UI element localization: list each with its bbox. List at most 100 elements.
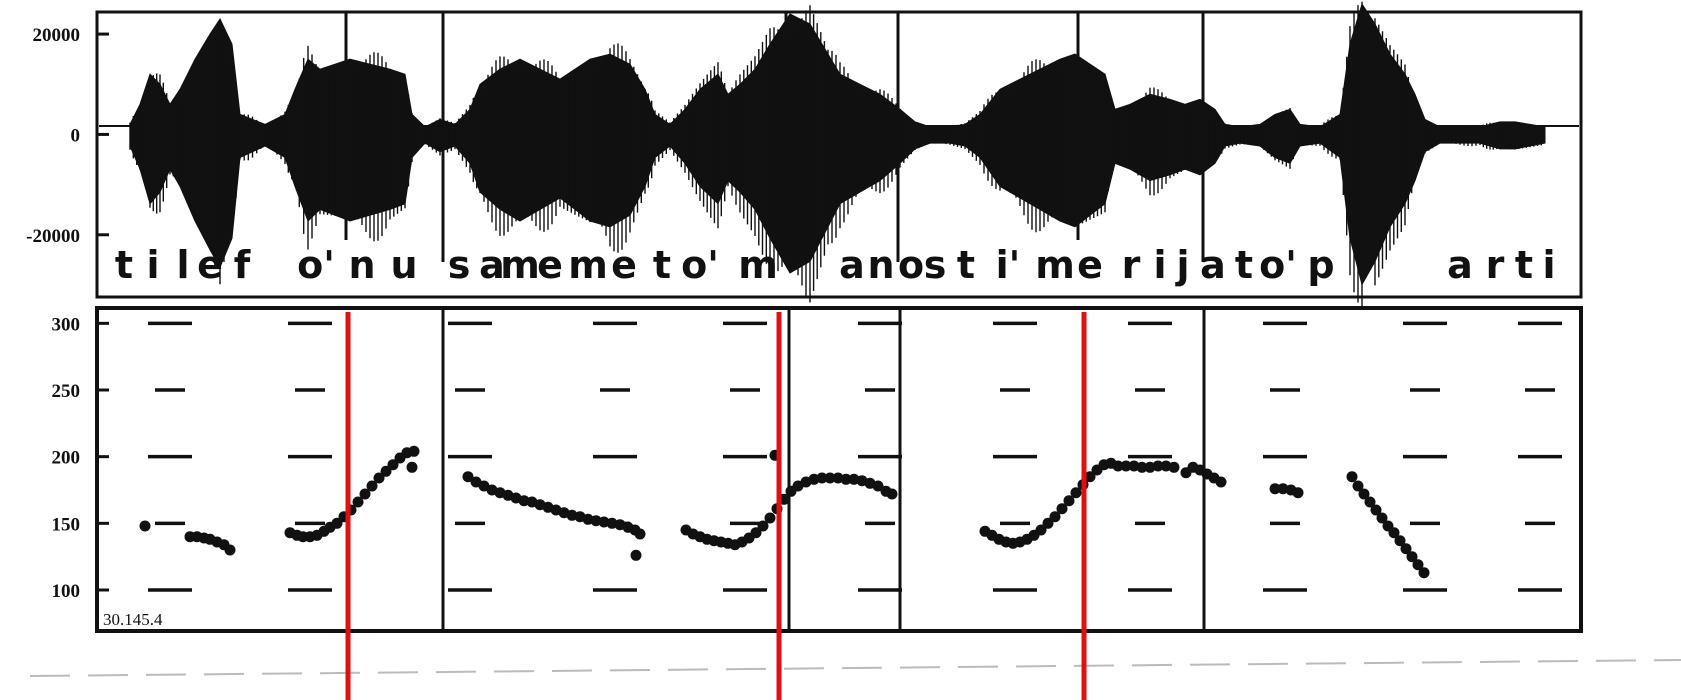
pitch-point (1388, 527, 1400, 539)
segment-label: s (924, 243, 947, 287)
segment-label: a (839, 243, 865, 287)
pitch-point (1358, 488, 1370, 500)
waveform-y-ticks: 20000 0 -20000 (26, 25, 109, 247)
pitch-point (1063, 495, 1075, 507)
pitch-point (373, 472, 385, 484)
pitch-point (380, 465, 392, 477)
segment-label: n (867, 243, 894, 287)
pitch-point (872, 480, 884, 492)
segment-label: e (611, 243, 637, 287)
segment-label: o (898, 243, 924, 287)
waveform-hatching (129, 1, 1543, 307)
pitch-y-ticks: 300 250 200 150 100 (52, 314, 109, 602)
segment-label: i (1542, 243, 1555, 287)
pitch-point (1152, 460, 1164, 472)
pitch-point (1364, 496, 1376, 508)
pitch-point (1418, 567, 1430, 579)
segment-label: a (1447, 243, 1473, 287)
segment-label: t (1515, 243, 1533, 287)
y-tick-label: 150 (52, 514, 81, 535)
pitch-point (406, 461, 418, 473)
pitch-point (1120, 460, 1132, 472)
pitch-point (1370, 504, 1382, 516)
y-tick-label: 200 (52, 448, 81, 469)
segment-label: s (448, 243, 471, 287)
segment-label: m (568, 243, 608, 287)
pitch-point (757, 520, 769, 532)
pitch-point (1168, 461, 1180, 473)
pitch-point (1376, 512, 1388, 524)
segment-label: o' (1259, 243, 1297, 287)
segment-label: t (653, 243, 671, 287)
pitch-point (1292, 487, 1304, 499)
pitch-point (886, 488, 898, 500)
segment-label: u (390, 243, 417, 287)
pitch-point (1352, 480, 1364, 492)
segment-boundaries-top (344, 12, 1205, 262)
y-tick-label: -20000 (26, 226, 80, 247)
y-tick-label: 20000 (33, 25, 81, 46)
waveform-envelope (129, 2, 1546, 286)
pitch-point (1112, 460, 1124, 472)
pitch-panel: 300 250 200 150 100 30.145.4 (52, 306, 1583, 633)
pitch-point (630, 549, 642, 561)
pitch-point (1412, 559, 1424, 571)
pitch-point (331, 517, 343, 529)
pitch-point (1070, 487, 1082, 499)
pitch-point (1269, 483, 1281, 495)
segment-label: m (500, 243, 540, 287)
segment-label: e (1077, 243, 1103, 287)
pitch-point (840, 473, 852, 485)
segment-label: r (1486, 243, 1505, 287)
pitch-point (824, 472, 836, 484)
segment-label: e (537, 243, 563, 287)
scan-artifact-line (29, 659, 1681, 677)
y-tick-label: 300 (52, 314, 81, 335)
segment-label: t (957, 243, 975, 287)
pitch-point (1394, 535, 1406, 547)
segment-label: i (1153, 243, 1166, 287)
pitch-point (1056, 503, 1068, 515)
y-tick-label: 100 (52, 581, 81, 602)
pitch-point (1406, 551, 1418, 563)
pitch-point (352, 496, 364, 508)
pitch-point (1215, 476, 1227, 488)
pitch-plot-frame (95, 306, 1583, 633)
segment-label: m (1035, 243, 1075, 287)
pitch-point (139, 520, 151, 532)
pitch-point (1346, 471, 1358, 483)
pitch-point (1042, 517, 1054, 529)
pitch-point (387, 459, 399, 471)
pitch-point (750, 527, 762, 539)
segment-label: m (738, 243, 778, 287)
pitch-point (359, 488, 371, 500)
highlight-lines (345, 312, 1087, 700)
pitch-point (224, 544, 236, 556)
segment-label: t (115, 243, 133, 287)
segment-label: l (176, 243, 189, 287)
pitch-points (139, 445, 1430, 579)
segment-label: t (1235, 243, 1253, 287)
segment-label: p (1307, 243, 1334, 287)
segment-label: o' (681, 243, 719, 287)
segment-label: i (146, 243, 159, 287)
segment-label: a (479, 243, 505, 287)
pitch-point (1049, 511, 1061, 523)
pitch-point (366, 480, 378, 492)
segment-label: n (348, 243, 375, 287)
pitch-point (634, 528, 646, 540)
segment-label: r (1122, 243, 1141, 287)
segment-labels: t i l e f o' n u s ame m e t o' m a n o s t i' m e r i j a t o' p a r t i (115, 243, 1556, 287)
pitch-point (1400, 543, 1412, 555)
segment-label: o' (297, 243, 335, 287)
segment-label: a (1200, 243, 1226, 287)
segment-label: i' (996, 243, 1021, 287)
y-tick-label: 0 (71, 125, 81, 146)
segment-label: j (1174, 243, 1189, 287)
pitch-point (462, 471, 474, 483)
pitch-point (764, 512, 776, 524)
pitch-point (1035, 524, 1047, 536)
pitch-point (408, 445, 420, 457)
